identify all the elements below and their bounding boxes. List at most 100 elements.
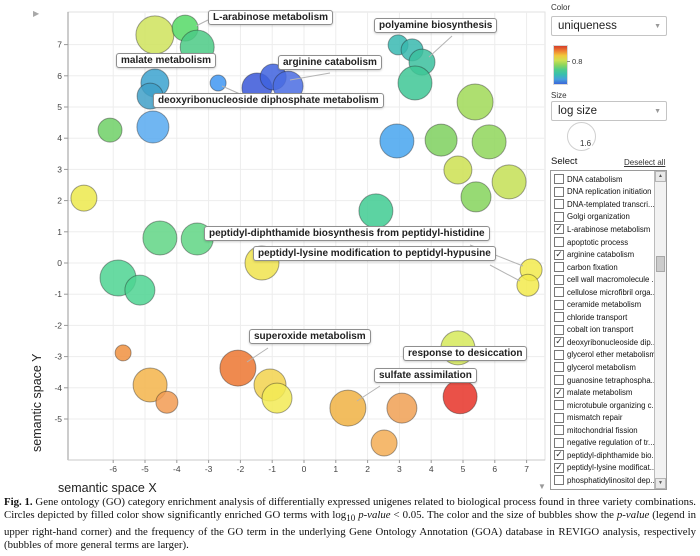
go-term-checkbox[interactable]: ✓ [554, 336, 564, 348]
go-term-label: glycerol ether metabolism [567, 350, 654, 360]
go-term-label: cellulose microfibril orga... [567, 287, 654, 297]
go-term-row: phosphatidylinositol dep... [551, 474, 654, 487]
bubble-go-term[interactable] [379, 123, 415, 159]
go-term-checkbox[interactable] [554, 262, 564, 273]
bubble-go-term[interactable] [397, 65, 433, 101]
go-term-list: DNA catabolism DNA replication initiation… [551, 173, 654, 487]
bubble-sulfate-assimilation[interactable] [329, 389, 367, 427]
bubble-go-term[interactable] [456, 83, 494, 121]
bubble-go-term[interactable] [491, 164, 527, 200]
bubble-go-term[interactable] [70, 184, 98, 212]
go-term-checkbox[interactable]: ✓ [554, 223, 564, 235]
go-term-checkbox[interactable] [554, 199, 564, 210]
go-term-label: peptidyl-lysine modificat... [567, 463, 654, 473]
bubble-label[interactable]: deoxyribonucleoside diphosphate metaboli… [153, 93, 384, 108]
bubble-label[interactable]: peptidyl-diphthamide biosynthesis from p… [204, 226, 490, 241]
go-term-checkbox[interactable]: ✓ [554, 386, 564, 398]
bubble-peptidyl-lysine-modification-to-peptidyl-hypusine[interactable] [516, 273, 540, 297]
go-term-checkbox[interactable]: ✓ [554, 461, 564, 473]
bubble-label[interactable]: arginine catabolism [278, 55, 382, 70]
go-term-checkbox[interactable] [554, 324, 564, 335]
bubble-go-term[interactable] [114, 344, 132, 362]
go-term-checkbox[interactable] [554, 312, 564, 323]
go-term-row: ✓ peptidyl-lysine modificat... [551, 462, 654, 475]
bubble-go-term[interactable] [386, 392, 418, 424]
go-term-row: Golgi organization [551, 211, 654, 224]
y-tick-label: 5 [57, 102, 62, 112]
bubble-go-term[interactable] [155, 390, 179, 414]
scroll-up-icon[interactable]: ▲ [655, 171, 666, 182]
go-term-checkbox[interactable] [554, 375, 564, 386]
scroll-down-icon[interactable]: ▼ [655, 478, 666, 489]
caption-segment: Gene ontology (GO) category enrichment a… [4, 496, 696, 522]
go-term-checkbox[interactable] [554, 299, 564, 310]
go-term-label: guanosine tetraphospha... [567, 375, 654, 385]
go-term-checkbox[interactable] [554, 362, 564, 373]
go-term-checkbox[interactable] [554, 287, 564, 298]
bubble-go-term[interactable] [443, 155, 473, 185]
bubble-deoxyribonucleoside-diphosphate-metabolism[interactable] [209, 74, 227, 92]
bubble-label[interactable]: sulfate assimilation [374, 368, 477, 383]
color-variable-dropdown[interactable]: uniqueness ▼ [551, 16, 667, 36]
bubble-go-term[interactable] [136, 110, 170, 144]
go-term-checkbox[interactable] [554, 274, 564, 285]
colorbar-tick-value: 0.8 [572, 57, 583, 66]
bubble-go-term[interactable] [142, 220, 178, 256]
bubble-label[interactable]: response to desiccation [403, 346, 528, 361]
y-tick-label: -4 [54, 383, 62, 393]
go-term-row: DNA catabolism [551, 173, 654, 186]
go-term-checkbox[interactable] [554, 412, 564, 423]
go-term-row: glycerol metabolism [551, 361, 654, 374]
y-tick-label: 7 [57, 40, 62, 50]
bubble-label[interactable]: peptidyl-lysine modification to peptidyl… [253, 246, 496, 261]
y-axis-label: semantic space Y [30, 353, 44, 452]
bubble-go-term[interactable] [370, 429, 398, 457]
bubble-go-term[interactable] [132, 367, 168, 403]
go-term-row: ceramide metabolism [551, 298, 654, 311]
go-term-checkbox[interactable] [554, 211, 564, 222]
bubble-go-term[interactable] [135, 15, 175, 55]
list-scrollbar[interactable]: ▲ ▼ [654, 171, 666, 489]
go-term-checkbox[interactable] [554, 186, 564, 197]
bubble-label[interactable]: malate metabolism [116, 53, 217, 68]
axis-dropdown-icon[interactable]: ▼ [538, 482, 546, 491]
bubble-go-term[interactable] [424, 123, 458, 157]
bubble-go-term[interactable] [471, 124, 507, 160]
go-term-label: peptidyl-diphthamide bio... [567, 450, 654, 460]
go-term-checkbox[interactable] [554, 400, 564, 411]
color-legend-title: Color [551, 3, 571, 12]
go-term-checkbox[interactable]: ✓ [554, 248, 564, 260]
size-variable-dropdown[interactable]: log size ▼ [551, 101, 667, 121]
bubble-superoxide-metabolism[interactable] [219, 349, 257, 387]
go-term-checkbox[interactable] [554, 174, 564, 185]
scrollbar-thumb[interactable] [656, 256, 665, 272]
go-term-checkbox[interactable] [554, 475, 564, 486]
bubble-go-term[interactable] [442, 379, 478, 415]
size-legend-title: Size [551, 91, 567, 100]
y-tick-label: 2 [57, 196, 62, 206]
go-term-row: cell wall macromolecule ... [551, 273, 654, 286]
bubble-label[interactable]: polyamine biosynthesis [374, 18, 498, 33]
go-term-checkbox[interactable] [554, 237, 564, 247]
y-tick-label: 6 [57, 71, 62, 81]
go-term-label: L-arabinose metabolism [567, 224, 651, 234]
go-term-row: cellulose microfibril orga... [551, 286, 654, 299]
go-term-label: DNA-templated transcri... [567, 199, 654, 209]
go-term-checkbox[interactable] [554, 425, 564, 436]
bubble-go-term[interactable] [97, 117, 123, 143]
go-term-label: mismatch repair [567, 413, 623, 423]
bubble-go-term[interactable] [261, 382, 293, 414]
label-connector-line [195, 19, 209, 27]
deselect-all-link[interactable]: Deselect all [624, 158, 666, 167]
bubble-go-term[interactable] [358, 193, 394, 229]
go-term-checkbox[interactable] [554, 349, 564, 360]
chevron-down-icon: ▼ [654, 108, 661, 115]
bubble-go-term[interactable] [460, 181, 492, 213]
bubble-go-term[interactable] [124, 274, 156, 306]
bubble-label[interactable]: superoxide metabolism [249, 329, 371, 344]
bubble-label[interactable]: L-arabinose metabolism [208, 10, 334, 25]
go-term-checkbox[interactable]: ✓ [554, 449, 564, 461]
collapse-arrow-icon[interactable]: ▶ [33, 9, 40, 18]
go-term-label: phosphatidylinositol dep... [567, 475, 654, 485]
go-term-checkbox[interactable] [554, 437, 564, 448]
